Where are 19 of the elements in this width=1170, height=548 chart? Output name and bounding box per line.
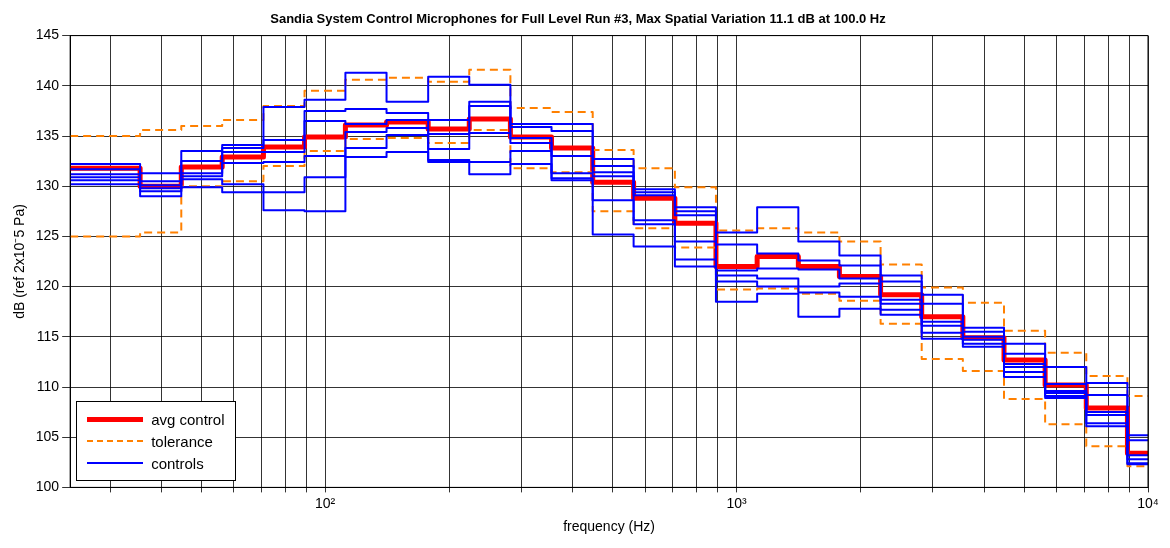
y-tick-label: 135 [35,126,60,143]
x-tick-label: 10⁴ [1137,494,1159,511]
x-axis-title: frequency (Hz) [563,518,655,535]
y-tick-label: 140 [35,76,60,93]
legend-label: tolerance [151,432,213,450]
y-axis-title: dB (ref 2x10⁻5 Pa) [11,204,28,319]
y-tick-label: 105 [35,428,60,445]
x-tick-label: 10² [315,494,336,511]
y-tick-label: 110 [36,377,60,394]
y-tick-label: 100 [35,478,60,495]
x-tick-label: 10³ [726,494,748,511]
legend-label: avg control [151,410,225,428]
y-tick-label: 125 [35,227,60,244]
y-tick-label: 145 [35,26,60,43]
y-tick-label: 130 [35,177,60,194]
chart-title: Sandia System Control Microphones for Full Level Run #3, Max Spatial Variation 11.1 dB at 100.0 Hz [270,11,887,27]
y-tick-label: 120 [35,277,60,294]
legend-label: controls [151,454,204,472]
y-tick-label: 115 [36,327,60,344]
